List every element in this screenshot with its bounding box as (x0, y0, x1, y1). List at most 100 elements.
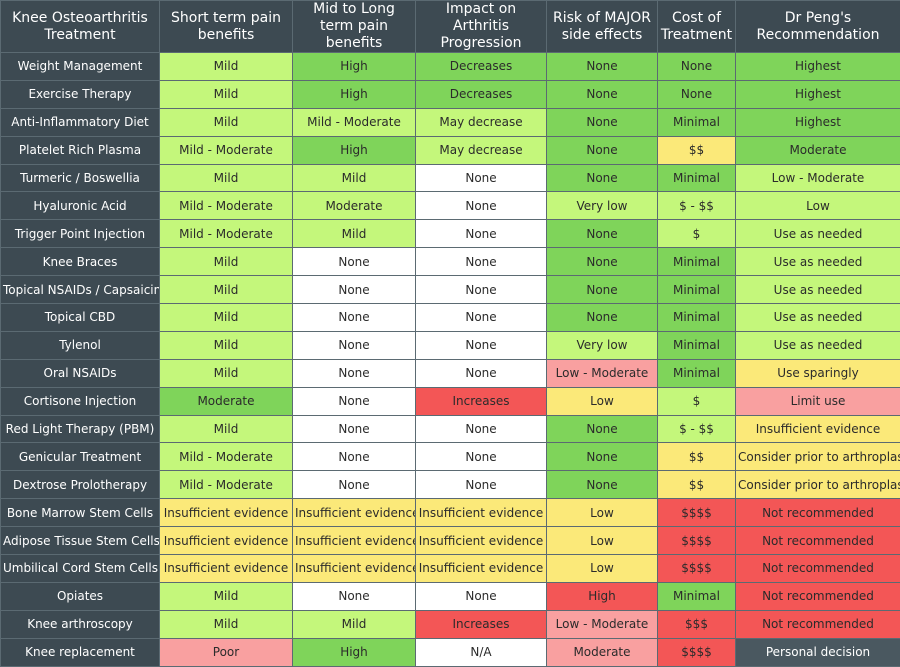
short-term-cell: Mild - Moderate (160, 136, 293, 164)
recommendation-cell: Low (736, 192, 900, 220)
short-term-cell: Mild (160, 582, 293, 610)
cost-cell: $$ (658, 443, 736, 471)
recommendation-cell: Insufficient evidence (736, 415, 900, 443)
short-term-cell: Mild (160, 80, 293, 108)
progression-cell: None (416, 359, 547, 387)
treatment-name: Exercise Therapy (1, 80, 160, 108)
cost-cell: Minimal (658, 248, 736, 276)
long-term-cell: None (293, 276, 416, 304)
recommendation-cell: Use as needed (736, 331, 900, 359)
cost-cell: $$$ (658, 610, 736, 638)
treatment-name: Knee arthroscopy (1, 610, 160, 638)
side-effects-cell: None (547, 53, 658, 81)
progression-cell: None (416, 220, 547, 248)
recommendation-cell: Consider prior to arthroplasty (736, 471, 900, 499)
side-effects-cell: High (547, 582, 658, 610)
progression-cell: None (416, 582, 547, 610)
cost-cell: None (658, 53, 736, 81)
progression-cell: Insufficient evidence (416, 555, 547, 583)
short-term-cell: Moderate (160, 387, 293, 415)
long-term-cell: High (293, 638, 416, 666)
recommendation-cell: Consider prior to arthroplasty (736, 443, 900, 471)
short-term-cell: Mild (160, 359, 293, 387)
cost-cell: Minimal (658, 108, 736, 136)
recommendation-cell: Use as needed (736, 304, 900, 332)
side-effects-cell: None (547, 108, 658, 136)
progression-cell: Increases (416, 387, 547, 415)
short-term-cell: Mild (160, 304, 293, 332)
cost-cell: $$ (658, 136, 736, 164)
cost-cell: $ (658, 220, 736, 248)
progression-cell: Increases (416, 610, 547, 638)
recommendation-cell: Use sparingly (736, 359, 900, 387)
short-term-cell: Insufficient evidence (160, 527, 293, 555)
long-term-cell: Insufficient evidence (293, 499, 416, 527)
recommendation-cell: Not recommended (736, 527, 900, 555)
short-term-cell: Mild (160, 331, 293, 359)
treatment-name: Dextrose Prolotherapy (1, 471, 160, 499)
treatment-name: Genicular Treatment (1, 443, 160, 471)
header-short-term: Short term pain benefits (160, 1, 293, 53)
treatment-name: Weight Management (1, 53, 160, 81)
side-effects-cell: None (547, 415, 658, 443)
progression-cell: None (416, 415, 547, 443)
progression-cell: None (416, 276, 547, 304)
treatment-name: Red Light Therapy (PBM) (1, 415, 160, 443)
progression-cell: None (416, 248, 547, 276)
recommendation-cell: Personal decision (736, 638, 900, 666)
cost-cell: $$$$ (658, 638, 736, 666)
recommendation-cell: Highest (736, 80, 900, 108)
long-term-cell: High (293, 53, 416, 81)
header-treatment: Knee Osteoarthritis Treatment (1, 1, 160, 53)
cost-cell: Minimal (658, 304, 736, 332)
short-term-cell: Mild - Moderate (160, 220, 293, 248)
long-term-cell: Insufficient evidence (293, 555, 416, 583)
long-term-cell: None (293, 359, 416, 387)
long-term-cell: Mild (293, 220, 416, 248)
cost-cell: $$ (658, 471, 736, 499)
short-term-cell: Insufficient evidence (160, 499, 293, 527)
long-term-cell: None (293, 331, 416, 359)
side-effects-cell: Very low (547, 192, 658, 220)
recommendation-cell: Limit use (736, 387, 900, 415)
short-term-cell: Mild - Moderate (160, 192, 293, 220)
long-term-cell: None (293, 387, 416, 415)
cost-cell: $$$$ (658, 499, 736, 527)
treatment-name: Cortisone Injection (1, 387, 160, 415)
cost-cell: $ (658, 387, 736, 415)
side-effects-cell: Moderate (547, 638, 658, 666)
progression-cell: None (416, 331, 547, 359)
treatment-name: Turmeric / Boswellia (1, 164, 160, 192)
treatment-name: Trigger Point Injection (1, 220, 160, 248)
long-term-cell: None (293, 248, 416, 276)
treatment-name: Anti-Inflammatory Diet (1, 108, 160, 136)
header-recommendation: Dr Peng's Recommendation (736, 1, 900, 53)
side-effects-cell: Very low (547, 331, 658, 359)
side-effects-cell: None (547, 136, 658, 164)
progression-cell: N/A (416, 638, 547, 666)
treatment-name: Opiates (1, 582, 160, 610)
long-term-cell: None (293, 582, 416, 610)
short-term-cell: Mild (160, 276, 293, 304)
header-cost: Cost of Treatment (658, 1, 736, 53)
cost-cell: Minimal (658, 164, 736, 192)
cost-cell: $ - $$ (658, 415, 736, 443)
recommendation-cell: Not recommended (736, 610, 900, 638)
treatment-name: Hyaluronic Acid (1, 192, 160, 220)
header-row: Knee Osteoarthritis Treatment Short term… (1, 1, 900, 53)
